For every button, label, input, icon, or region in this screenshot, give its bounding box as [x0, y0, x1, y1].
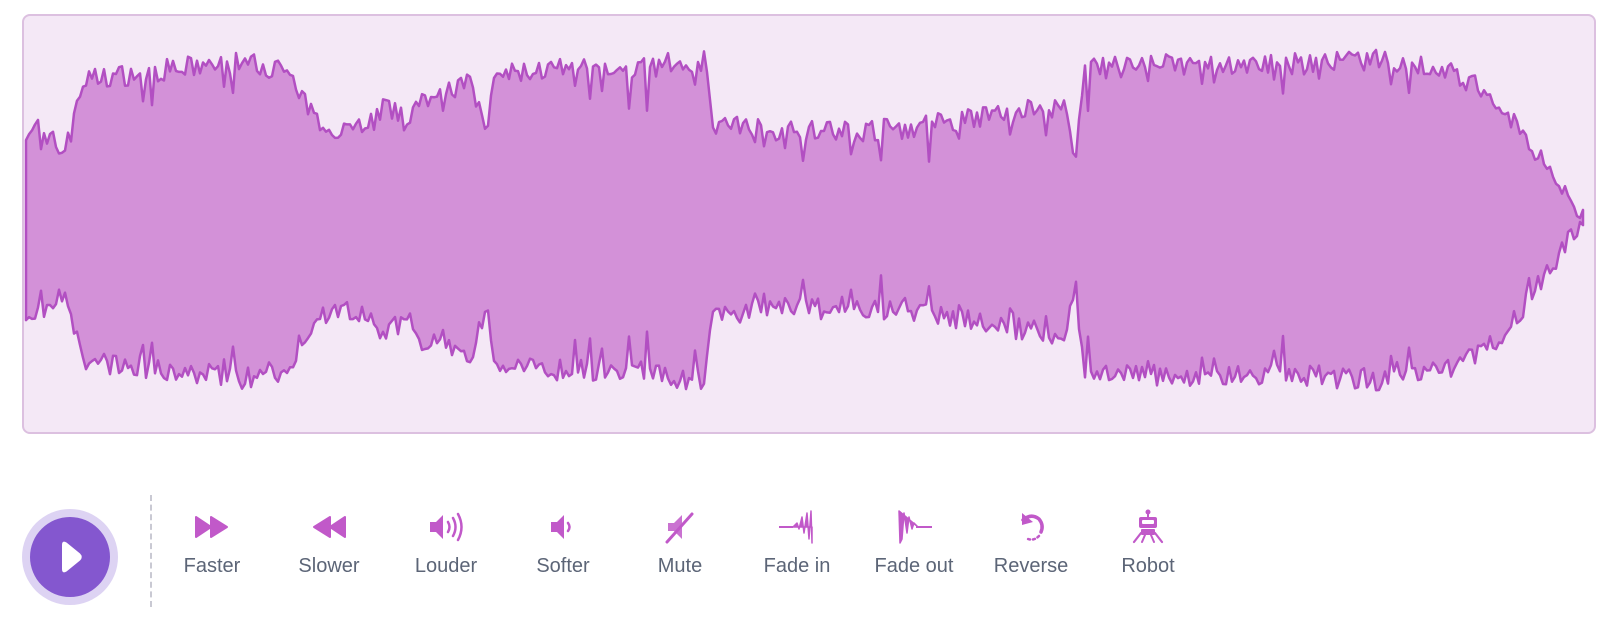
toolbar-divider — [150, 495, 152, 607]
reverse-button[interactable]: Reverse — [979, 509, 1083, 599]
louder-button[interactable]: Louder — [394, 509, 498, 599]
reverse-icon — [1021, 513, 1044, 541]
volume-down-icon — [551, 515, 571, 539]
fade-out-button[interactable]: Fade out — [862, 509, 966, 599]
waveform-shape — [24, 48, 1585, 392]
rewind-icon — [313, 516, 346, 538]
fade-in-icon — [779, 510, 813, 544]
reverse-label: Reverse — [993, 555, 1069, 577]
fast-forward-icon — [195, 516, 228, 538]
fade-in-label: Fade in — [763, 555, 831, 577]
robot-icon — [1132, 509, 1164, 544]
slower-button[interactable]: Slower — [277, 509, 381, 599]
mute-label: Mute — [657, 555, 703, 577]
waveform-panel — [22, 14, 1596, 434]
slower-label: Slower — [298, 555, 360, 577]
faster-label: Faster — [183, 555, 241, 577]
waveform — [24, 48, 1585, 392]
mute-button[interactable]: Mute — [628, 509, 732, 599]
fade-out-icon — [898, 510, 932, 544]
softer-label: Softer — [536, 555, 590, 577]
louder-label: Louder — [414, 555, 478, 577]
fade-out-label: Fade out — [874, 555, 954, 577]
fade-in-button[interactable]: Fade in — [745, 509, 849, 599]
robot-button[interactable]: Robot — [1096, 509, 1200, 599]
play-button[interactable] — [22, 509, 118, 605]
softer-button[interactable]: Softer — [511, 509, 615, 599]
play-icon — [62, 541, 82, 573]
faster-button[interactable]: Faster — [160, 509, 264, 599]
robot-label: Robot — [1121, 555, 1175, 577]
effects-toolbar: Faster Slower Louder Softer Mute — [0, 495, 1608, 618]
volume-up-icon — [430, 512, 463, 542]
mute-icon — [665, 512, 694, 544]
